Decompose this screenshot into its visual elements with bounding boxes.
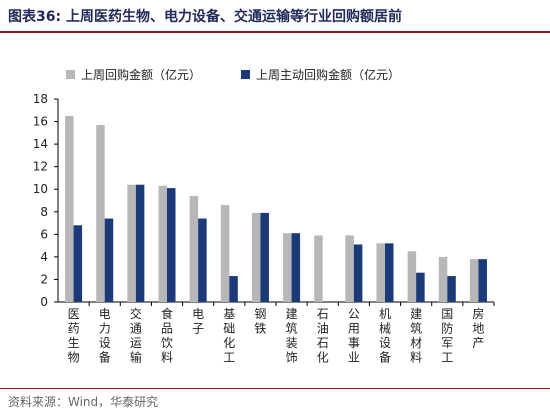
- bar-active: [229, 276, 238, 302]
- legend-swatch-active: [241, 70, 251, 79]
- y-tick-label: 4: [40, 250, 48, 264]
- x-tick-label: 房地产: [472, 306, 484, 350]
- x-tick-label: 交通运输: [130, 306, 142, 365]
- x-tick-label: 建筑材料: [410, 307, 422, 365]
- bar-total: [189, 195, 199, 302]
- bar-active: [135, 184, 145, 302]
- title-rule: [0, 31, 550, 33]
- legend-item-total: 上周回购金额（亿元）: [66, 66, 201, 83]
- bar-active: [167, 188, 176, 302]
- source-rule: [0, 388, 550, 389]
- chart-legend: 上周回购金额（亿元） 上周主动回购金额（亿元）: [66, 66, 400, 83]
- x-tick-label: 建筑装饰: [286, 307, 298, 365]
- source-note: 资料来源：Wind，华泰研究: [8, 395, 159, 409]
- legend-swatch-total: [66, 70, 75, 79]
- y-tick-label: 2: [40, 272, 48, 286]
- bar-total: [469, 259, 479, 302]
- bar-total: [407, 251, 417, 302]
- bar-total: [438, 256, 448, 302]
- x-tick-label: 公用事业: [348, 307, 360, 365]
- bar-active: [385, 243, 394, 302]
- x-tick-label: 电力设备: [99, 307, 111, 365]
- bar-total: [96, 124, 105, 302]
- bar-active: [73, 225, 83, 302]
- bar-total: [65, 115, 74, 303]
- bar-total: [314, 235, 323, 302]
- bar-total: [345, 235, 354, 302]
- bar-active: [478, 259, 487, 302]
- bar-total: [283, 233, 292, 302]
- y-tick-label: 14: [33, 137, 48, 151]
- legend-label-total: 上周回购金额（亿元）: [81, 68, 202, 82]
- bar-total: [127, 184, 136, 302]
- y-tick-label: 10: [33, 182, 48, 196]
- bar-active: [198, 218, 207, 302]
- bar-total: [158, 185, 167, 302]
- x-tick-label: 石油石化: [317, 307, 329, 365]
- bar-active: [260, 212, 269, 302]
- x-tick-label: 机械设备: [379, 307, 391, 365]
- x-tick-label: 基础化工: [223, 307, 235, 365]
- legend-item-active: 上周主动回购金额（亿元）: [241, 66, 400, 83]
- bar-total: [251, 212, 261, 302]
- bar-total: [220, 205, 230, 302]
- y-tick-label: 0: [40, 295, 48, 309]
- x-tick-label: 钢铁: [254, 307, 266, 336]
- bar-active: [416, 272, 425, 302]
- bar-active: [447, 276, 456, 302]
- figure-title: 图表36: 上周医药生物、电力设备、交通运输等行业回购额居前: [8, 9, 402, 25]
- legend-label-active: 上周主动回购金额（亿元）: [256, 68, 401, 82]
- y-tick-label: 16: [33, 115, 48, 129]
- y-tick-label: 8: [40, 205, 48, 219]
- x-tick-label: 电子: [192, 307, 204, 336]
- bar-active: [291, 233, 301, 302]
- bar-total: [376, 243, 385, 302]
- y-tick-label: 6: [40, 227, 48, 241]
- y-tick-label: 18: [33, 92, 48, 106]
- y-tick-label: 12: [33, 160, 48, 174]
- bar-active: [104, 218, 114, 302]
- bar-active: [353, 244, 363, 302]
- x-tick-label: 国防军工: [441, 307, 453, 365]
- x-tick-label: 医药生物: [68, 307, 80, 365]
- x-tick-label: 食品饮料: [161, 306, 173, 365]
